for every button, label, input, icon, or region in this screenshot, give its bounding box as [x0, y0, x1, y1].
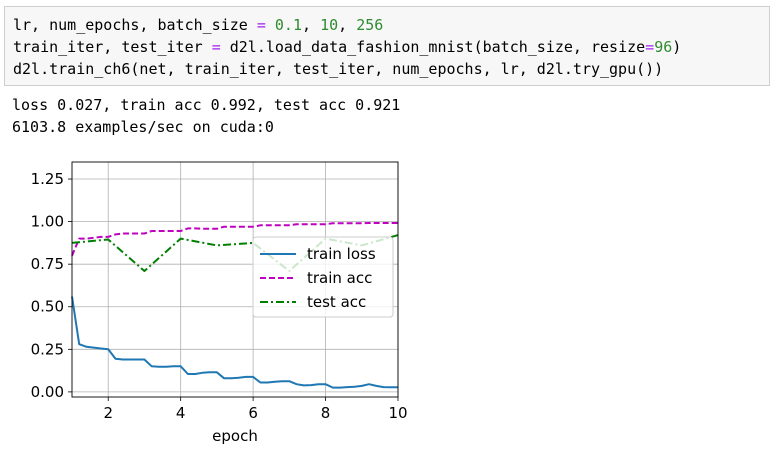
code-text: , — [338, 16, 357, 34]
series-group — [71, 222, 399, 389]
plot-frame — [71, 161, 399, 398]
legend-label: test acc — [307, 293, 366, 311]
y-tick-label: 1.25 — [31, 170, 64, 188]
series-line-train-loss — [71, 296, 398, 389]
code-text: train_iter, test_iter — [13, 38, 212, 56]
x-tick-label: 4 — [176, 404, 186, 422]
y-tick-label: 0.25 — [31, 340, 64, 358]
code-line-2: train_iter, test_iter = d2l.load_data_fa… — [13, 37, 681, 57]
code-text: lr, num_epochs, batch_size — [13, 16, 257, 34]
code-operator: = — [256, 16, 266, 34]
y-tick-label: 0.75 — [31, 255, 64, 273]
code-number: 96 — [654, 38, 673, 56]
series-line-test-acc — [71, 234, 399, 272]
code-operator: = — [645, 38, 655, 56]
legend-box — [252, 236, 394, 318]
x-tick-label: 2 — [103, 404, 113, 422]
grid — [72, 162, 399, 397]
y-tick-label: 1.00 — [31, 213, 64, 231]
legend-label: train loss — [307, 245, 376, 263]
legend: train loss train acc test acc — [252, 236, 394, 318]
legend-label: train acc — [307, 269, 372, 287]
code-number: 256 — [356, 16, 384, 34]
code-text: , — [302, 16, 321, 34]
code-cell[interactable]: lr, num_epochs, batch_size = 0.1, 10, 25… — [4, 6, 770, 86]
code-text: d2l.load_data_fashion_mnist(batch_size, … — [220, 38, 646, 56]
x-tick-label: 6 — [248, 404, 258, 422]
ticks: 2 4 6 8 10 0.00 0.25 0.50 0.75 1.00 1.25 — [31, 170, 408, 422]
x-tick-label: 8 — [321, 404, 331, 422]
y-tick-label: 0.00 — [31, 383, 64, 401]
code-line-3: d2l.train_ch6(net, train_iter, test_iter… — [13, 60, 664, 78]
x-tick-label: 10 — [388, 404, 407, 422]
y-tick-label: 0.50 — [31, 298, 64, 316]
code-line-1: lr, num_epochs, batch_size = 0.1, 10, 25… — [13, 15, 383, 35]
code-operator: = — [211, 38, 221, 56]
code-number: 0.1 — [274, 16, 302, 34]
series-line-train-acc — [71, 222, 398, 257]
output-line-metrics: loss 0.027, train acc 0.992, test acc 0.… — [12, 96, 401, 114]
code-text: ) — [672, 38, 682, 56]
code-number: 10 — [320, 16, 339, 34]
code-text — [266, 16, 275, 34]
x-axis-label: epoch — [212, 427, 258, 445]
output-line-throughput: 6103.8 examples/sec on cuda:0 — [12, 118, 274, 136]
